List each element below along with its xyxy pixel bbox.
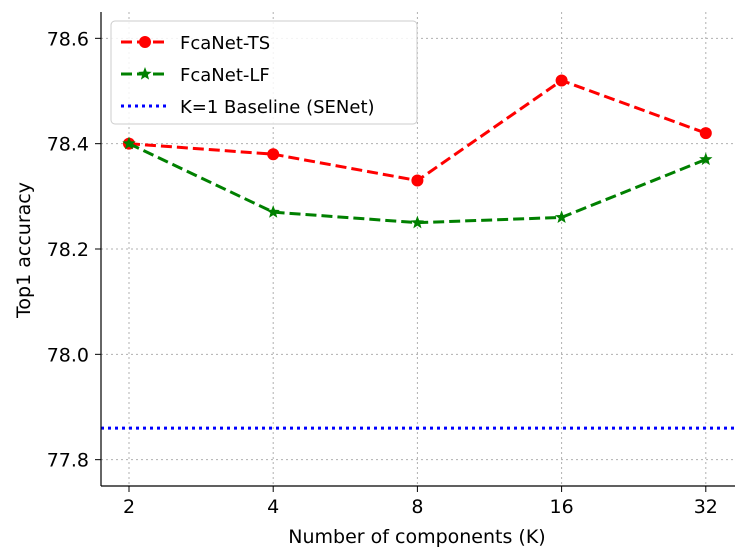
series-layer [101, 74, 735, 430]
legend-marker [138, 67, 152, 80]
data-point [267, 148, 280, 161]
y-tick-label: 77.8 [47, 450, 89, 472]
data-point [410, 215, 425, 229]
x-tick-label: 16 [550, 496, 574, 518]
x-tick-label: 2 [123, 496, 135, 518]
data-point [555, 74, 568, 87]
legend-box [110, 20, 418, 125]
y-tick-label: 78.6 [47, 28, 89, 50]
x-axis-label: Number of components (K) [288, 526, 545, 548]
data-point [699, 152, 713, 166]
y-tick-label: 78.0 [47, 344, 89, 366]
x-tick-label: 4 [267, 496, 279, 518]
data-point [266, 205, 280, 218]
y-tick-label: 78.4 [47, 134, 89, 156]
legend: FcaNet-TS FcaNet-LF K=1 Baseline (SENet) [110, 20, 418, 125]
legend-label: FcaNet-LF [180, 65, 270, 86]
ticks: 2 4 8 16 32 77.8 78.0 78.2 78.4 78.6 [47, 28, 718, 518]
legend-label: K=1 Baseline (SENet) [180, 97, 375, 118]
x-tick-label: 32 [694, 496, 718, 518]
data-point [554, 210, 569, 224]
legend-label: FcaNet-TS [180, 33, 270, 54]
x-tick-label: 8 [411, 496, 423, 518]
data-point [411, 174, 424, 187]
data-point [699, 127, 712, 140]
y-axis-label: Top1 accuracy [13, 182, 35, 319]
legend-marker [139, 36, 151, 48]
data-point [122, 136, 136, 150]
y-tick-label: 78.2 [47, 239, 89, 261]
